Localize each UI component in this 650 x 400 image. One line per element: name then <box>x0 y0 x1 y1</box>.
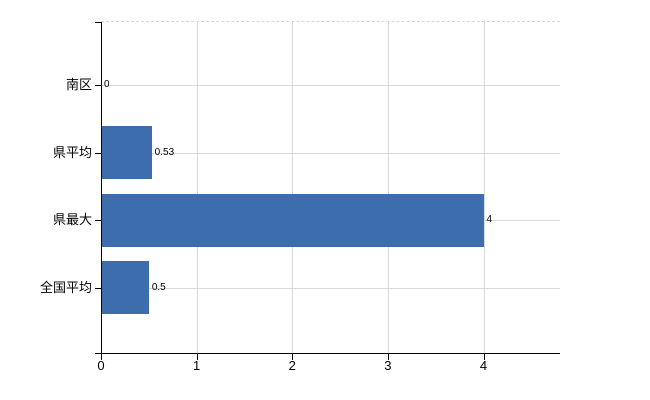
x-tick-label: 1 <box>193 358 201 373</box>
category-label: 南区 <box>65 77 92 92</box>
x-tick-label: 0 <box>97 358 105 373</box>
x-tick-label: 4 <box>479 358 488 373</box>
bar <box>101 126 152 179</box>
bar <box>101 261 149 314</box>
bar-value-label: 0.53 <box>154 146 175 158</box>
vertical-gridline <box>292 22 294 353</box>
plot-top-border <box>101 21 560 22</box>
x-axis-line <box>95 353 560 354</box>
bar <box>101 193 484 247</box>
y-tick-mark <box>95 152 101 154</box>
bar-value-label: 4 <box>486 214 493 225</box>
vertical-gridline <box>483 22 485 353</box>
x-tick-label: 3 <box>384 358 392 373</box>
category-label: 県平均 <box>52 144 92 160</box>
x-tick-mark <box>196 354 198 360</box>
x-tick-label: 2 <box>288 358 296 373</box>
bar-value-label: 0.5 <box>151 281 166 293</box>
vertical-gridline <box>387 22 389 353</box>
x-tick-mark <box>101 354 102 360</box>
y-tick-mark <box>95 287 101 289</box>
y-tick-mark <box>95 220 101 221</box>
x-tick-mark <box>387 354 389 360</box>
category-label: 県最大 <box>52 212 92 227</box>
horizontal-gridline <box>101 152 560 154</box>
vertical-gridline <box>196 22 198 353</box>
y-axis-line <box>101 22 102 353</box>
horizontal-gridline <box>101 287 560 289</box>
category-label: 全国平均 <box>39 279 92 295</box>
horizontal-gridline <box>101 85 560 86</box>
y-tick-mark <box>95 85 101 86</box>
x-tick-mark <box>292 354 294 360</box>
bar-value-label: 0 <box>104 79 110 90</box>
x-tick-mark <box>483 354 485 360</box>
y-axis-top-cap <box>95 22 101 23</box>
